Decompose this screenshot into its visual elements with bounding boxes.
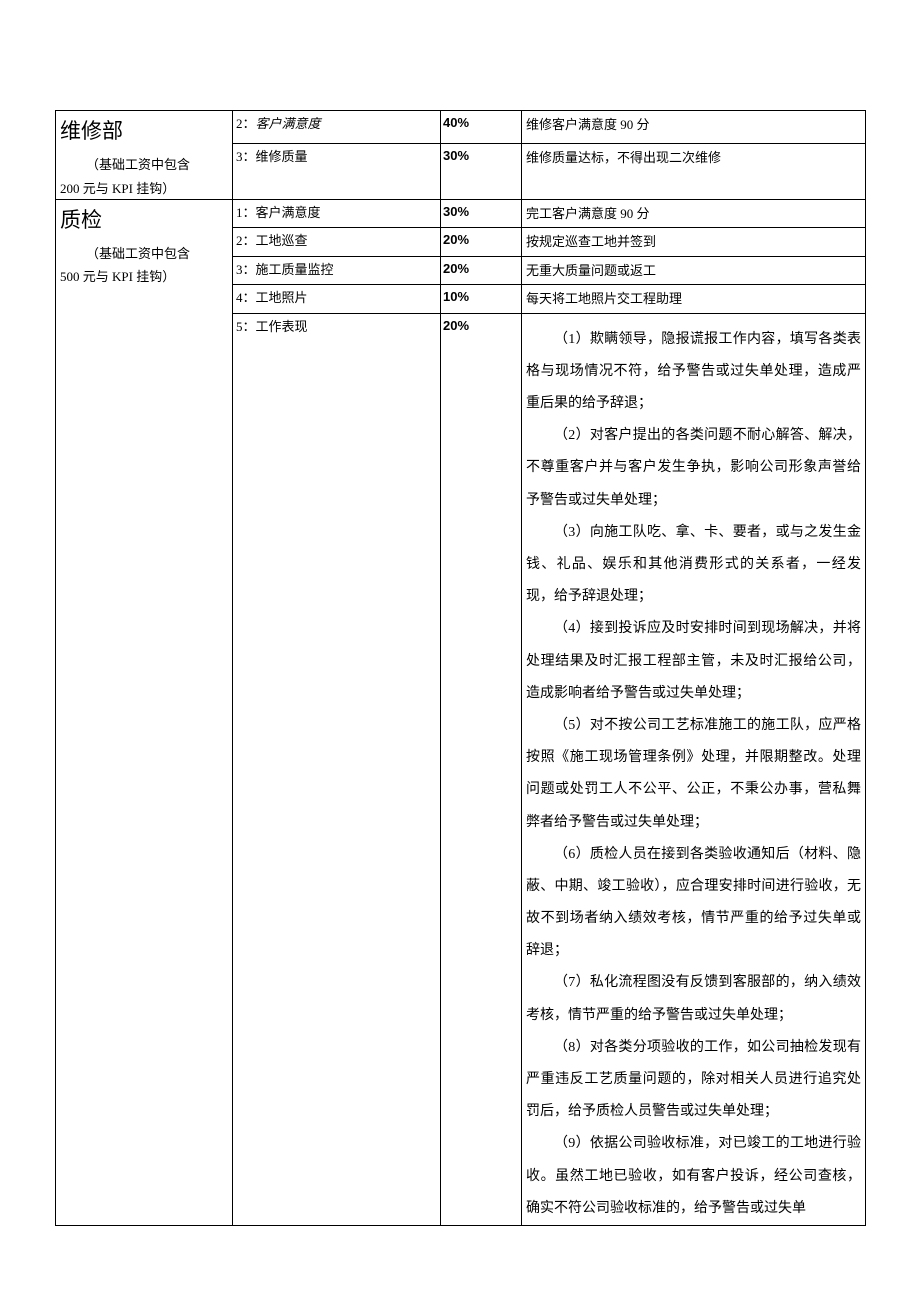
- kpi-desc-paragraph: （3）向施工队吃、拿、卡、要者，或与之发生金钱、礼品、娱乐和其他消费形式的关系者…: [526, 517, 861, 614]
- kpi-desc-paragraph: （9）依据公司验收标准，对已竣工的工地进行验收。虽然工地已验收，如有客户投诉，经…: [526, 1128, 861, 1225]
- kpi-desc: 每天将工地照片交工程助理: [522, 285, 866, 314]
- kpi-label: 客户满意度: [256, 205, 321, 220]
- dept-cell-maintenance: 维修部 （基础工资中包含 200 元与 KPI 挂钩）: [56, 111, 233, 200]
- kpi-desc: 完工客户满意度 90 分: [522, 199, 866, 228]
- kpi-desc-paragraph: （8）对各类分项验收的工作，如公司抽检发现有严重违反工艺质量问题的，除对相关人员…: [526, 1032, 861, 1129]
- kpi-desc: 按规定巡查工地并签到: [522, 228, 866, 257]
- kpi-label: 工地巡查: [256, 233, 308, 248]
- dept-note-line: （基础工资中包含: [60, 153, 228, 178]
- kpi-item: 3：维修质量: [233, 143, 441, 199]
- dept-cell-qc: 质检 （基础工资中包含 500 元与 KPI 挂钩）: [56, 199, 233, 1225]
- kpi-desc-paragraph: （4）接到投诉应及时安排时间到现场解决，并将处理结果及时汇报工程部主管，未及时汇…: [526, 613, 861, 710]
- dept-note-line: 200 元与 KPI 挂钩）: [60, 181, 175, 196]
- kpi-label: 维修质量: [256, 149, 308, 164]
- kpi-pct: 20%: [441, 313, 522, 1225]
- kpi-pct: 10%: [441, 285, 522, 314]
- kpi-pct: 20%: [441, 256, 522, 285]
- kpi-desc-paragraph: （2）对客户提出的各类问题不耐心解答、解决，不尊重客户并与客户发生争执，影响公司…: [526, 420, 861, 517]
- dept-title: 质检: [60, 204, 228, 234]
- kpi-desc-long: （1）欺瞒领导，隐报谎报工作内容，填写各类表格与现场情况不符，给予警告或过失单处…: [522, 313, 866, 1225]
- kpi-desc: 维修客户满意度 90 分: [522, 111, 866, 144]
- kpi-table: 维修部 （基础工资中包含 200 元与 KPI 挂钩） 2：客户满意度 40% …: [55, 110, 866, 1226]
- kpi-desc-paragraph: （1）欺瞒领导，隐报谎报工作内容，填写各类表格与现场情况不符，给予警告或过失单处…: [526, 324, 861, 421]
- kpi-item: 2：工地巡查: [233, 228, 441, 257]
- table-row: 质检 （基础工资中包含 500 元与 KPI 挂钩） 1：客户满意度 30% 完…: [56, 199, 866, 228]
- kpi-label: 客户满意度: [256, 116, 321, 131]
- kpi-pct: 40%: [441, 111, 522, 144]
- dept-note-line: （基础工资中包含: [60, 242, 228, 267]
- kpi-label: 工地照片: [256, 290, 308, 305]
- kpi-label: 施工质量监控: [256, 262, 334, 277]
- dept-note-line: 500 元与 KPI 挂钩）: [60, 269, 175, 284]
- dept-title: 维修部: [60, 115, 228, 145]
- kpi-item: 1：客户满意度: [233, 199, 441, 228]
- kpi-table-container: 维修部 （基础工资中包含 200 元与 KPI 挂钩） 2：客户满意度 40% …: [55, 110, 865, 1226]
- kpi-desc-paragraph: （5）对不按公司工艺标准施工的施工队，应严格按照《施工现场管理条例》处理，并限期…: [526, 710, 861, 839]
- kpi-pct: 30%: [441, 143, 522, 199]
- kpi-desc-paragraph: （7）私化流程图没有反馈到客服部的，纳入绩效考核，情节严重的给予警告或过失单处理…: [526, 967, 861, 1031]
- kpi-item: 4：工地照片: [233, 285, 441, 314]
- kpi-item: 2：客户满意度: [233, 111, 441, 144]
- table-row: 维修部 （基础工资中包含 200 元与 KPI 挂钩） 2：客户满意度 40% …: [56, 111, 866, 144]
- kpi-desc: 维修质量达标，不得出现二次维修: [522, 143, 866, 199]
- kpi-pct: 20%: [441, 228, 522, 257]
- kpi-item: 5：工作表现: [233, 313, 441, 1225]
- kpi-desc: 无重大质量问题或返工: [522, 256, 866, 285]
- kpi-desc-paragraph: （6）质检人员在接到各类验收通知后（材料、隐蔽、中期、竣工验收），应合理安排时间…: [526, 839, 861, 968]
- kpi-label: 工作表现: [256, 319, 308, 334]
- kpi-item: 3：施工质量监控: [233, 256, 441, 285]
- kpi-pct: 30%: [441, 199, 522, 228]
